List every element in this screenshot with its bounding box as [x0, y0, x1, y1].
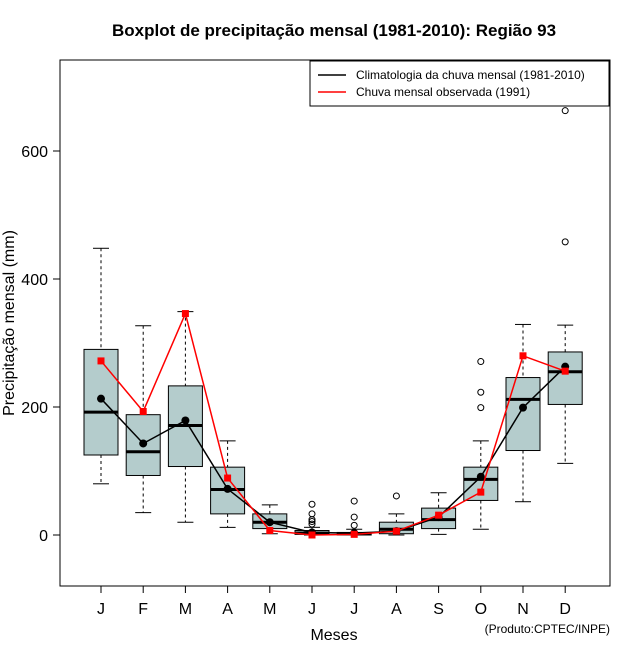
legend-climatology-label: Climatologia da chuva mensal (1981-2010) [356, 68, 585, 82]
x-axis-label: Meses [310, 627, 357, 644]
outlier-point [561, 238, 569, 246]
observed-point [477, 488, 485, 496]
observed-point [139, 407, 147, 415]
outlier-point [477, 358, 485, 366]
climatology-point [265, 518, 274, 527]
observed-point [224, 474, 232, 482]
observed-point [181, 310, 189, 318]
climatology-line [100, 366, 566, 534]
outlier-point [308, 518, 316, 526]
box-2 [125, 325, 161, 514]
legend-box [309, 60, 610, 107]
observed-point [435, 511, 443, 519]
observed-point [308, 531, 316, 539]
y-axis-label: Precipitação mensal (mm) [1, 230, 18, 416]
outlier-point [477, 404, 485, 412]
observed-point [392, 527, 400, 535]
plot-frame [59, 59, 611, 587]
series-lines-layer [97, 310, 570, 539]
x-tick-label: F [138, 601, 148, 618]
box-1 [83, 247, 119, 485]
y-tick-label: 600 [21, 144, 48, 161]
observed-point [266, 527, 274, 535]
credit-text: (Produto:CPTEC/INPE) [485, 622, 610, 636]
observed-point [97, 357, 105, 365]
climatology-point [223, 484, 232, 493]
box-10 [463, 358, 499, 530]
outlier-point [308, 510, 316, 518]
observed-series [97, 310, 569, 539]
x-tick-label: J [308, 601, 316, 618]
outlier-point [350, 521, 358, 529]
x-tick-label: A [391, 601, 402, 618]
x-tick-label: M [179, 601, 192, 618]
boxes-layer [83, 107, 583, 536]
y-tick-label: 0 [39, 528, 48, 545]
legend: Climatologia da chuva mensal (1981-2010)… [309, 60, 610, 107]
chart-title: Boxplot de precipitação mensal (1981-201… [112, 21, 556, 40]
box-iqr [505, 377, 541, 452]
outlier-point [308, 500, 316, 508]
observed-point [561, 367, 569, 375]
x-tick-label: J [97, 601, 105, 618]
outlier-point [561, 107, 569, 115]
x-tick-label: M [263, 601, 276, 618]
box-11 [505, 323, 541, 503]
x-tick-label: S [433, 601, 444, 618]
x-tick-label: D [559, 601, 571, 618]
climatology-series [97, 362, 570, 538]
climatology-point [519, 403, 527, 412]
observed-line [100, 311, 566, 536]
y-tick-label: 200 [21, 400, 48, 417]
x-tick-label: J [350, 601, 358, 618]
outlier-point [308, 520, 316, 528]
legend-observed-label: Chuva mensal observada (1991) [356, 85, 530, 99]
box-12 [547, 107, 583, 464]
climatology-point [97, 394, 105, 403]
outlier-point [350, 513, 358, 521]
x-tick-label: N [517, 601, 529, 618]
box-4 [210, 440, 246, 528]
x-tick-label: O [475, 601, 487, 618]
outlier-point [392, 492, 400, 500]
outlier-point [350, 497, 358, 505]
climatology-point [476, 472, 485, 481]
climatology-point [181, 416, 190, 425]
observed-point [350, 530, 358, 538]
y-tick-label: 400 [21, 272, 48, 289]
x-tick-label: A [222, 601, 233, 618]
observed-point [519, 352, 527, 360]
y-axis: 0 200 400 600 [21, 144, 60, 545]
climatology-point [139, 439, 148, 448]
outlier-point [477, 388, 485, 396]
